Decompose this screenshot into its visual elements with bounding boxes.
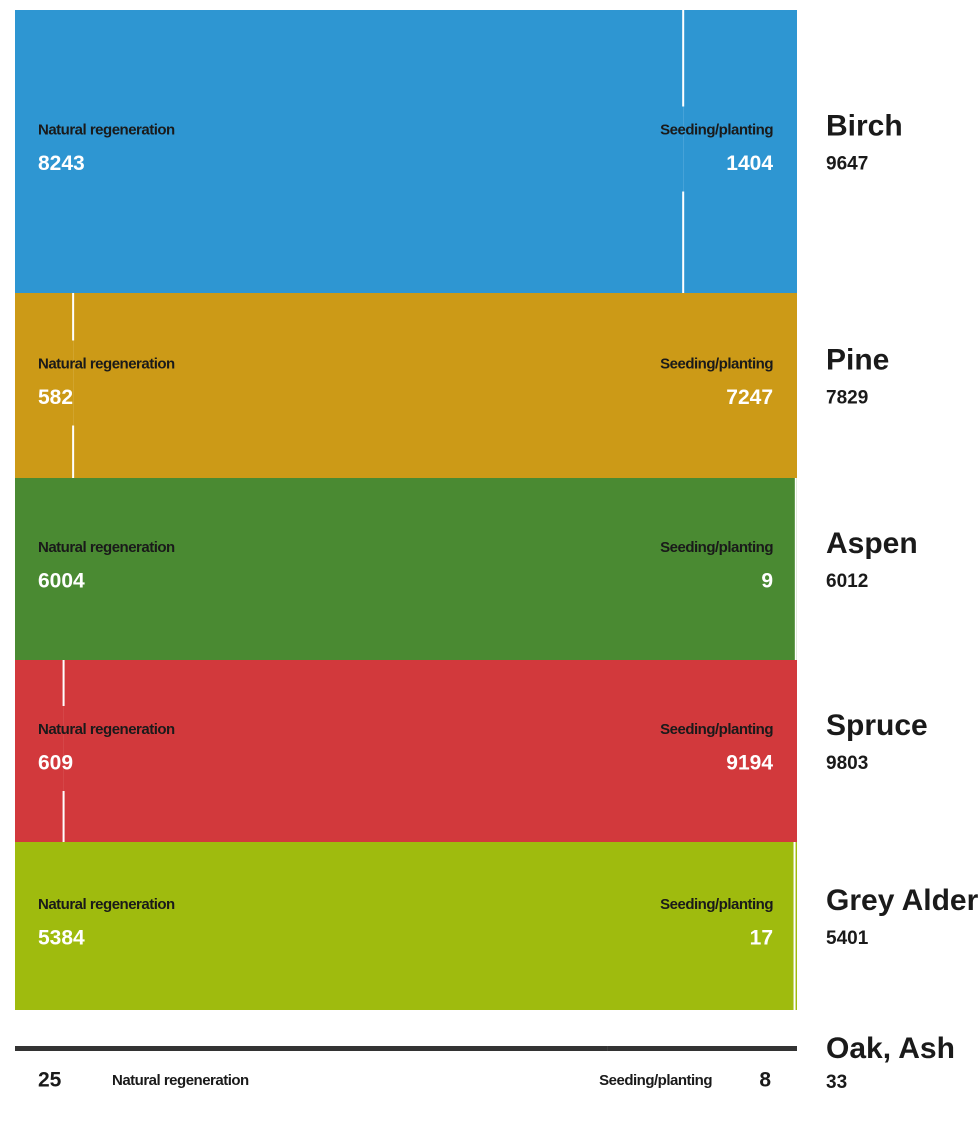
series-label: Natural regeneration [38,355,175,372]
bar-segment [794,842,797,1010]
value-label: 582 [38,386,73,409]
category-label: Spruce [826,709,928,742]
bar-segment [607,1046,797,1051]
value-label: 1404 [726,152,773,175]
total-label: 5401 [826,928,869,949]
value-label: 7247 [726,386,773,409]
bar-segment [15,842,795,1010]
total-label: 6012 [826,571,868,592]
series-label: Natural regeneration [38,896,175,913]
category-label: Oak, Ash [826,1032,955,1065]
series-label: Seeding/planting [660,896,773,913]
total-label: 7829 [826,388,868,409]
bar-segment [15,10,684,293]
category-label: Grey Alder [826,884,978,917]
series-label: Natural regeneration [38,121,175,138]
value-label: 5384 [38,927,85,950]
total-label: 9647 [826,154,868,175]
total-label: 9803 [826,753,868,774]
series-label: Seeding/planting [599,1072,712,1089]
value-label: 9194 [726,752,773,775]
series-label: Seeding/planting [660,355,773,372]
bar-segment [73,293,797,478]
bar-segment [15,478,796,660]
value-label: 6004 [38,570,85,593]
bar-segment [15,660,64,842]
series-label: Natural regeneration [112,1072,249,1089]
value-label: 609 [38,752,73,775]
series-label: Seeding/planting [660,721,773,738]
value-label: 17 [750,927,773,950]
bar-segment [683,10,797,293]
category-label: Pine [826,343,889,376]
category-label: Aspen [826,527,918,560]
series-label: Natural regeneration [38,721,175,738]
series-label: Seeding/planting [660,121,773,138]
value-label: 9 [761,570,773,593]
bar-segment [63,660,798,842]
bar-segment [15,1046,608,1051]
series-label: Natural regeneration [38,539,175,556]
category-label: Birch [826,109,903,142]
bar-segment [15,293,74,478]
value-label: 8 [759,1069,771,1092]
value-label: 25 [38,1069,62,1092]
value-label: 8243 [38,152,85,175]
series-label: Seeding/planting [660,539,773,556]
total-label: 33 [826,1072,847,1093]
